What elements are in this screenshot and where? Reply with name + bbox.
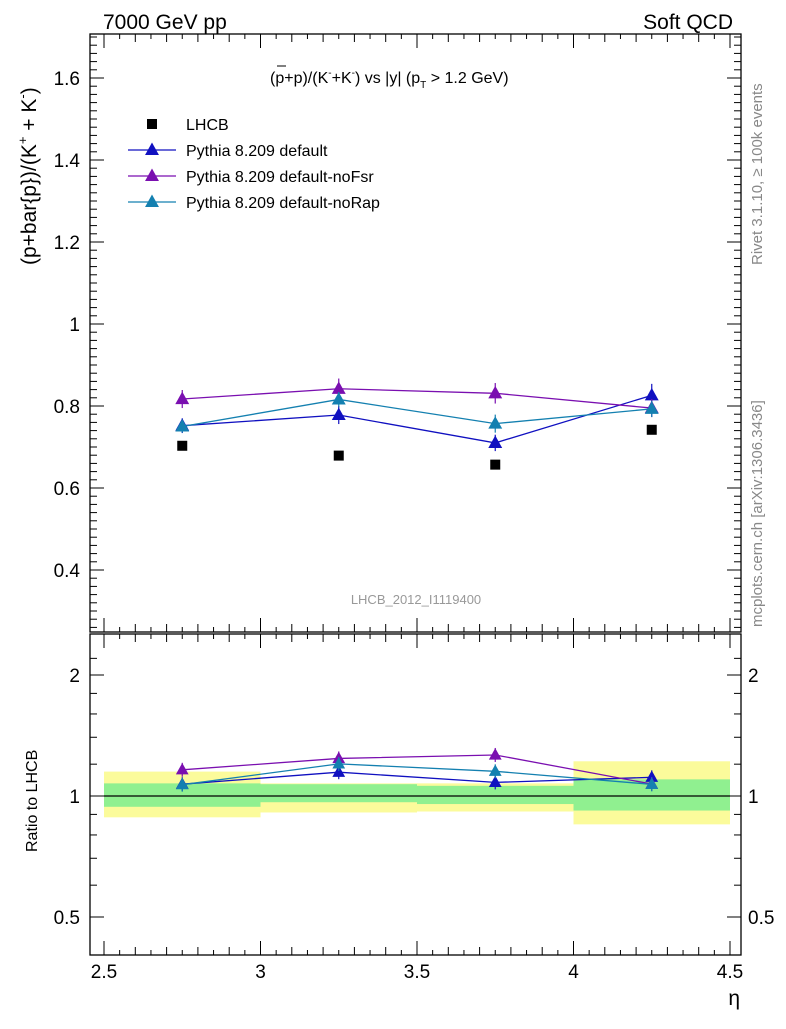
y-tick-label: 1.6 <box>54 69 80 90</box>
series-point <box>175 419 190 432</box>
series-point <box>488 435 503 448</box>
title-main: (p+p)/(K <box>270 70 329 87</box>
ratio-point <box>645 770 659 782</box>
ratio-tick-label-left: 0.5 <box>54 908 80 929</box>
series-layer <box>175 378 659 792</box>
x-tick-label: 4 <box>568 962 579 983</box>
ratio-tick-label-right: 2 <box>748 666 759 687</box>
x-tick-label: 3.5 <box>404 962 430 983</box>
ylabel-end: ) <box>18 87 41 94</box>
legend-label: Pythia 8.209 default <box>186 143 328 160</box>
header-right-label: Soft QCD <box>643 11 733 34</box>
legend-label-data: LHCB <box>186 117 229 134</box>
series-point <box>331 407 346 421</box>
data-point <box>646 424 657 435</box>
ratio-line-1 <box>182 754 652 785</box>
ratio-point <box>645 777 659 789</box>
main-frame <box>89 33 742 633</box>
ratio-point <box>332 765 346 777</box>
series-point <box>331 392 346 405</box>
ratio-line-0 <box>182 771 652 785</box>
ratio-tick-label-left: 1 <box>69 787 80 808</box>
ratio-band-green <box>104 783 261 807</box>
legend-marker-data <box>147 119 157 129</box>
y-tick-label: 1 <box>69 315 80 336</box>
legend: LHCB Pythia 8.209 default Pythia 8.209 def… <box>128 117 380 212</box>
series-point <box>175 391 190 405</box>
rivet-label: Rivet 3.1.10, ≥ 100k events <box>749 83 766 265</box>
title-end: > 1.2 GeV) <box>426 70 508 87</box>
ylabel-mid: + K <box>18 99 41 137</box>
ratio-y-axis-label: Ratio to LHCB <box>24 750 41 852</box>
chart-title: (p+p)/(K-+K-) vs |y| (pT > 1.2 GeV) <box>270 68 509 91</box>
axes-layer: 0.4 0.6 0.8 1 1.2 1.4 1.6 2.5 3 3.5 4 4.5 0.5 0.5 1 1 2 2 <box>54 33 774 983</box>
title-sup1: - <box>328 68 331 79</box>
ratio-point <box>488 748 502 760</box>
ylabel-sup2: - <box>15 94 30 98</box>
ratio-band-green <box>417 785 574 805</box>
series-point <box>488 416 503 429</box>
ratio-point <box>332 757 346 769</box>
main-y-axis-label: (p+bar{p})/(K+ + K-) <box>15 87 41 265</box>
title-mid: +K <box>332 70 352 87</box>
x-axis-label: η <box>728 987 740 1010</box>
title-sub: T <box>420 80 426 91</box>
data-point <box>490 459 501 470</box>
legend-marker <box>145 168 159 182</box>
series-point <box>644 401 659 414</box>
legend-label: Pythia 8.209 default-noRap <box>186 195 380 212</box>
y-tick-label: 0.6 <box>54 479 80 500</box>
ratio-point <box>488 775 502 788</box>
ratio-line-2 <box>182 763 652 786</box>
title-sup2: - <box>352 68 355 79</box>
data-point <box>177 440 188 451</box>
x-tick-label: 2.5 <box>91 962 117 983</box>
ratio-point <box>175 777 189 790</box>
data-point <box>333 450 344 461</box>
analysis-label: LHCB_2012_I1119400 <box>351 592 481 607</box>
y-tick-label: 1.2 <box>54 233 80 254</box>
y-tick-label: 0.4 <box>54 561 81 582</box>
title-after: ) vs |y| (p <box>355 70 420 87</box>
x-tick-label: 3 <box>255 962 266 983</box>
series-point <box>644 387 659 401</box>
ratio-frame <box>89 633 742 956</box>
ratio-tick-label-right: 1 <box>748 787 759 808</box>
ratio-bands <box>104 761 730 825</box>
mcplots-label: mcplots.cern.ch [arXiv:1306.3436] <box>749 400 766 627</box>
legend-marker <box>145 194 159 208</box>
series-line-1 <box>182 388 652 409</box>
ratio-point <box>175 762 189 775</box>
y-tick-label: 0.8 <box>54 397 80 418</box>
ratio-tick-label-right: 0.5 <box>748 908 774 929</box>
ratio-tick-label-left: 2 <box>69 666 80 687</box>
legend-label: Pythia 8.209 default-noFsr <box>186 169 374 186</box>
ratio-point <box>488 764 502 776</box>
series-point <box>331 381 346 394</box>
ratio-band-green <box>260 784 417 803</box>
x-tick-label: 4.5 <box>717 962 743 983</box>
header-left-label: 7000 GeV pp <box>103 11 227 34</box>
series-point <box>488 385 503 399</box>
y-tick-label: 1.4 <box>54 151 81 172</box>
ylabel-sup1: + <box>15 137 30 145</box>
series-line-2 <box>182 398 652 428</box>
ylabel-text: (p+bar{p})/(K <box>18 144 41 265</box>
legend-marker <box>145 142 159 156</box>
series-line-0 <box>182 394 652 444</box>
